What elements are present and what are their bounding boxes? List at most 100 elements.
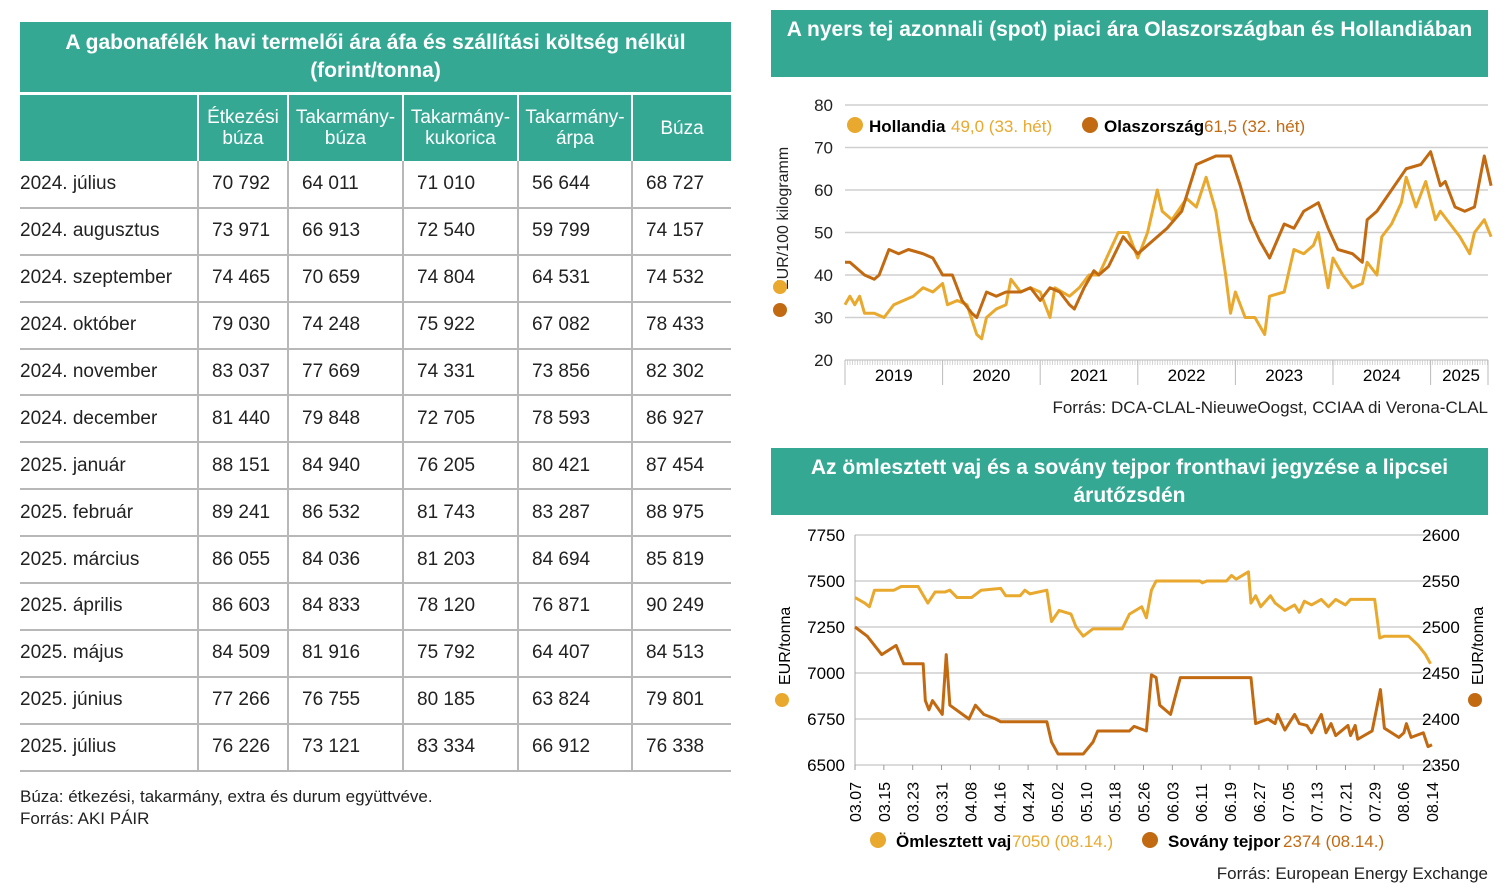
series-line-sovany-tejpor (854, 625, 1433, 756)
table-cell: 74 157 (631, 207, 731, 256)
table-cell: 84 036 (287, 536, 403, 585)
table-cell: 64 531 (517, 254, 632, 303)
table-cell: 82 302 (631, 348, 731, 397)
x-tick-label: 05.10 (1079, 782, 1096, 822)
table-cell: 76 205 (402, 442, 518, 491)
table-cell: 73 856 (517, 348, 632, 397)
row-label: 2024. október (20, 301, 198, 350)
table-cell: 86 927 (631, 395, 731, 444)
table-cell: 72 705 (402, 395, 518, 444)
table-footnote: Búza: étkezési, takarmány, extra és duru… (20, 786, 433, 830)
table-cell: 74 804 (402, 254, 518, 303)
table-row: 2025. április 86 603 84 833 78 120 76 871 90 … (20, 583, 731, 631)
butter-chart-title: Az ömlesztett vaj és a sovány tejpor fro… (771, 448, 1488, 515)
x-tick-label: 07.13 (1310, 782, 1327, 822)
y-left-axis-label: EUR/tonna (777, 607, 794, 685)
y-right-tick-label: 2350 (1422, 756, 1460, 775)
table-note: Búza: étkezési, takarmány, extra és duru… (20, 787, 433, 806)
x-tick-label: 2024 (1363, 366, 1401, 385)
table-cell: 76 755 (287, 676, 403, 725)
y-tick-label: 40 (814, 266, 833, 285)
legend-marker (847, 117, 863, 133)
table-cell: 86 532 (287, 489, 403, 538)
x-tick-label: 08.14 (1425, 782, 1442, 822)
table-cell: 78 433 (631, 301, 731, 350)
x-tick-label: 05.26 (1137, 782, 1154, 822)
table-row: 2025. május 84 509 81 916 75 792 64 407 84 51… (20, 629, 731, 678)
y-tick-label: 50 (814, 224, 833, 243)
legend-value: 49,0 (33. hét) (951, 117, 1052, 136)
legend-label: Sovány tejpor (1168, 832, 1281, 851)
butter-chart-source: Forrás: European Energy Exchange (1216, 864, 1488, 883)
y-right-tick-label: 2600 (1422, 526, 1460, 545)
y-left-tick-label: 7500 (807, 572, 845, 591)
table-cell: 83 037 (197, 348, 288, 397)
table-row: 2024. augusztus 73 971 66 913 72 540 59 799 7… (20, 207, 731, 256)
legend-value: 61,5 (32. hét) (1204, 117, 1305, 136)
table-cell: 81 440 (197, 395, 288, 444)
column-header: Takarmány-kukorica (402, 95, 518, 161)
table-cell: 78 593 (517, 395, 632, 444)
table-cell: 64 011 (287, 161, 403, 209)
x-tick-label: 06.11 (1194, 783, 1211, 822)
x-tick-label: 07.21 (1338, 782, 1355, 822)
x-tick-label: 06.19 (1223, 782, 1240, 822)
y-axis-label: EUR/100 kilogramm (775, 147, 792, 290)
x-tick-label: 04.16 (992, 782, 1009, 822)
x-tick-label: 04.24 (1021, 782, 1038, 822)
table-cell: 59 799 (517, 207, 632, 256)
y-left-tick-label: 6750 (807, 710, 845, 729)
x-tick-label: 06.03 (1165, 782, 1182, 822)
x-tick-label: 03.15 (877, 782, 894, 822)
table-cell: 75 792 (402, 629, 518, 678)
table-cell: 76 338 (631, 723, 731, 772)
table-cell: 56 644 (517, 161, 632, 209)
table-cell: 66 912 (517, 723, 632, 772)
legend-marker (870, 832, 886, 848)
y-tick-label: 70 (814, 139, 833, 158)
x-tick-label: 03.31 (935, 782, 952, 822)
y-left-tick-label: 6500 (807, 756, 845, 775)
table-cell: 71 010 (402, 161, 518, 209)
table-cell: 81 203 (402, 536, 518, 585)
table-title: A gabonafélék havi termelői ára áfa és s… (20, 22, 731, 92)
x-tick-label: 05.18 (1108, 782, 1125, 822)
column-header: Búza (631, 95, 731, 161)
legend-label: Olaszország (1104, 117, 1204, 136)
x-tick-label: 04.08 (963, 782, 980, 822)
table-cell: 90 249 (631, 583, 731, 631)
row-label: 2025. február (20, 489, 198, 538)
x-tick-label: 2020 (972, 366, 1010, 385)
y-left-tick-label: 7750 (807, 526, 845, 545)
legend-dot-hollandia (773, 280, 787, 294)
table-cell: 77 669 (287, 348, 403, 397)
table-cell: 86 603 (197, 583, 288, 631)
table-cell: 88 151 (197, 442, 288, 491)
grain-price-table: Étkezési búza Takarmány-búza Takarmány-k… (20, 95, 731, 772)
table-row: 2024. december 81 440 79 848 72 705 78 593 86… (20, 395, 731, 444)
row-label: 2025. január (20, 442, 198, 491)
series-line-olaszorszag (845, 150, 1493, 319)
table-cell: 74 465 (197, 254, 288, 303)
row-label: 2024. november (20, 348, 198, 397)
table-cell: 84 833 (287, 583, 403, 631)
table-header-row: Étkezési búza Takarmány-búza Takarmány-k… (20, 95, 731, 161)
x-tick-label: 2023 (1265, 366, 1303, 385)
table-cell: 70 792 (197, 161, 288, 209)
table-row: 2024. november 83 037 77 669 74 331 73 856 82… (20, 348, 731, 397)
table-row: 2025. január 88 151 84 940 76 205 80 421 87 4… (20, 442, 731, 491)
table-cell: 73 971 (197, 207, 288, 256)
row-label: 2025. április (20, 583, 198, 631)
x-tick-label: 07.29 (1367, 782, 1384, 822)
legend-value: 7050 (08.14.) (1012, 832, 1113, 851)
legend-marker (1142, 832, 1158, 848)
row-label: 2025. július (20, 723, 198, 772)
table-cell: 84 694 (517, 536, 632, 585)
table-row: 2025. július 76 226 73 121 83 334 66 912 76 3… (20, 723, 731, 772)
table-cell: 74 331 (402, 348, 518, 397)
table-cell: 86 055 (197, 536, 288, 585)
row-label: 2024. szeptember (20, 254, 198, 303)
left-axis-dot (775, 693, 789, 707)
table-cell: 84 940 (287, 442, 403, 491)
